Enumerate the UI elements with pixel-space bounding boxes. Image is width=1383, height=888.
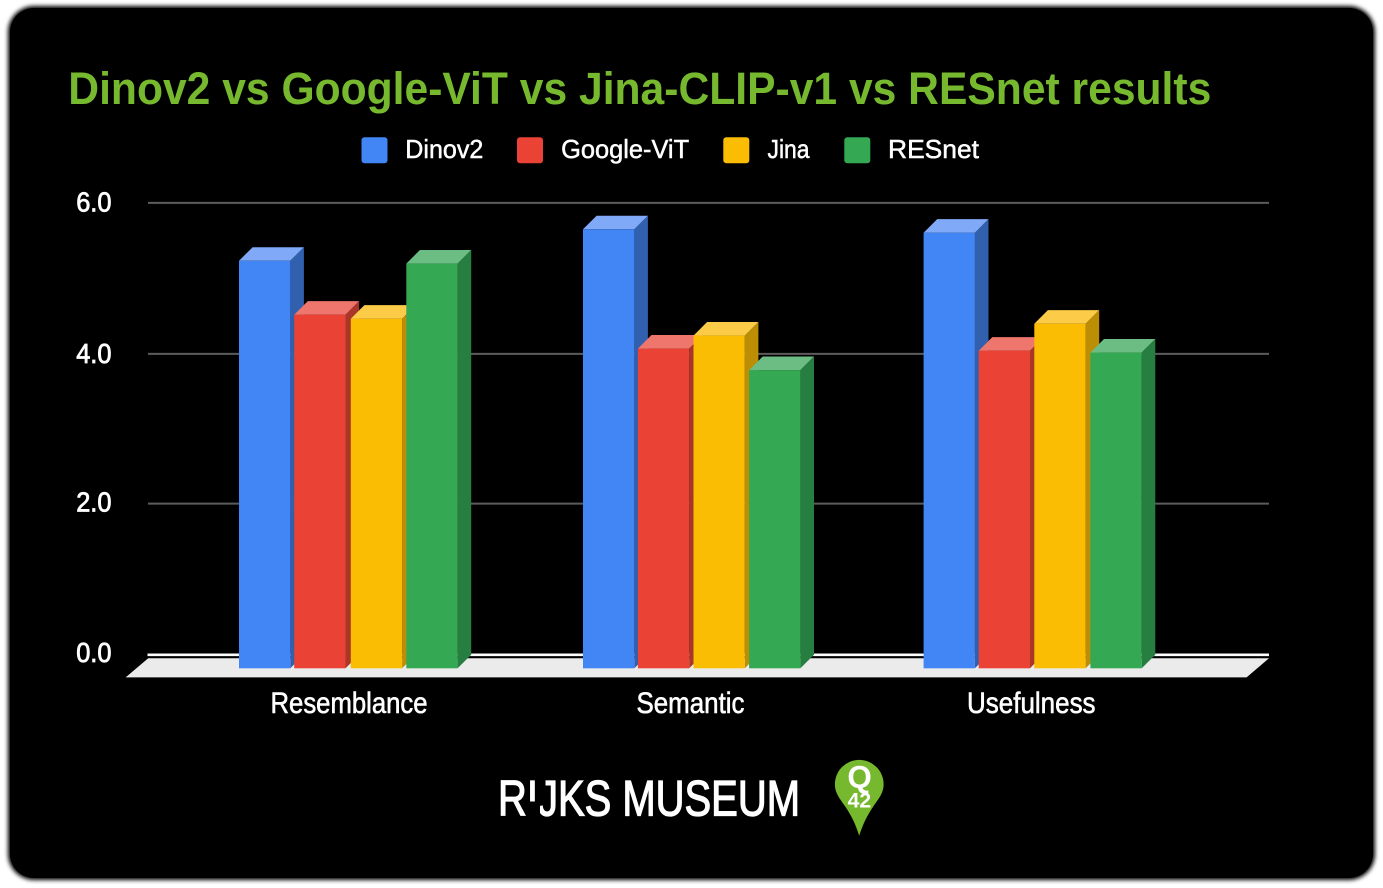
svg-text:2.0: 2.0 — [76, 487, 111, 518]
svg-text:6.0: 6.0 — [76, 187, 111, 218]
svg-text:42: 42 — [848, 790, 872, 813]
svg-text:Jina: Jina — [768, 134, 810, 164]
svg-text:4.0: 4.0 — [76, 338, 111, 369]
svg-text:Usefulness: Usefulness — [967, 687, 1096, 720]
svg-text:RESnet: RESnet — [888, 134, 980, 164]
svg-text:Q: Q — [847, 760, 871, 795]
svg-text:RIJKS MUSEUM: RIJKS MUSEUM — [498, 770, 800, 826]
svg-text:Resemblance: Resemblance — [271, 687, 428, 720]
svg-text:Google-ViT: Google-ViT — [561, 134, 689, 164]
svg-text:0.0: 0.0 — [76, 637, 111, 668]
svg-text:Semantic: Semantic — [637, 687, 745, 720]
svg-text:Dinov2: Dinov2 — [405, 134, 483, 164]
svg-text:Dinov2 vs Google-ViT vs Jina-C: Dinov2 vs Google-ViT vs Jina-CLIP-v1 vs … — [68, 63, 1211, 114]
